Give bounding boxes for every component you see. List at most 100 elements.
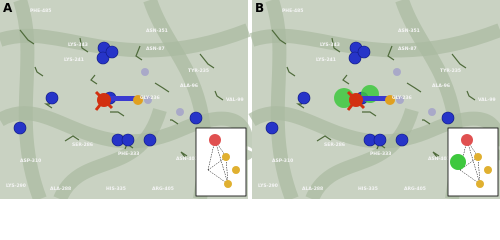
ion-sphere <box>396 96 404 104</box>
water-sphere <box>395 133 409 147</box>
residue-stick <box>154 82 170 93</box>
ligand-bond <box>346 99 358 111</box>
residue-label: LYS-343 <box>68 42 88 48</box>
residue-stick <box>342 74 350 85</box>
ligand-bond <box>94 90 106 102</box>
residue-label: SER-286 <box>72 142 93 148</box>
inset <box>447 127 499 197</box>
water-sphere <box>297 91 311 105</box>
panel: PHE-485 LYS-343 LYS-241 ASN-351 ASN-87 TYR-23… <box>0 0 255 199</box>
residue-label: VAL-99 <box>478 97 496 103</box>
residue-label: HIS-335 <box>358 186 378 192</box>
panel-letter: B <box>255 1 264 15</box>
ribbon <box>265 0 299 199</box>
residue-stick <box>180 151 188 158</box>
residue-stick <box>406 82 422 93</box>
residue-label: ASP-310 <box>272 158 293 164</box>
residue-stick <box>331 37 341 53</box>
residue-label: ASN-403 <box>176 156 198 162</box>
ion-sphere <box>144 96 152 104</box>
residue-stick <box>44 103 53 109</box>
inset-link <box>466 139 481 185</box>
residue-label: ASP-310 <box>20 158 41 164</box>
residue-label: ALA-288 <box>50 186 71 192</box>
ribbon <box>13 0 47 199</box>
ligand-bond <box>346 90 358 102</box>
residue-stick <box>64 135 80 142</box>
inset-red <box>209 134 221 146</box>
residue-label: HIS-335 <box>106 186 126 192</box>
inset-link <box>459 169 481 185</box>
inset-gold <box>224 180 232 188</box>
inset-red <box>461 134 473 146</box>
residue-label: LYS-343 <box>320 42 340 48</box>
ribbon <box>0 106 255 161</box>
residue-label: PHE-485 <box>30 8 51 14</box>
ligand-bond <box>94 99 106 111</box>
water-sphere <box>143 133 157 147</box>
residue-label: ASN-351 <box>398 28 420 34</box>
residue-stick <box>466 90 476 101</box>
residue-stick <box>79 37 89 53</box>
inset-link <box>225 156 229 185</box>
residue-stick <box>199 53 215 69</box>
water-sphere <box>348 51 362 65</box>
ligand-bar <box>360 96 394 101</box>
residue-label: SER-286 <box>324 142 345 148</box>
residue-label: ARG-405 <box>152 186 174 192</box>
residue-label: LYS-241 <box>316 57 336 63</box>
residue-label: ALA-288 <box>302 186 323 192</box>
inset-box <box>195 127 247 197</box>
residue-label: GLY-236 <box>392 95 412 101</box>
residue-stick <box>432 151 440 158</box>
inset-link <box>477 156 481 185</box>
ligand-atom <box>133 95 143 105</box>
inset-gold <box>474 153 482 161</box>
residue-stick <box>271 29 287 45</box>
residue-label: TYR-235 <box>440 68 461 74</box>
residue-label: ASN-351 <box>146 28 168 34</box>
residue-label: PHE-333 <box>370 151 391 157</box>
ion-sphere <box>428 108 436 116</box>
water-sphere <box>45 91 59 105</box>
ligand-bond <box>354 98 366 110</box>
water-sphere <box>373 133 387 147</box>
residue-label: ALA-96 <box>180 83 198 89</box>
residue-label: ALA-96 <box>432 83 450 89</box>
residue-stick <box>34 66 44 77</box>
inset-gold <box>222 153 230 161</box>
residue-stick <box>316 135 332 142</box>
inset-link <box>207 169 229 185</box>
ribbon <box>305 107 419 199</box>
residue-stick <box>387 45 395 61</box>
residue-label: LYS-241 <box>64 57 84 63</box>
residue-label: ASN-403 <box>428 156 450 162</box>
residue-label: PHE-333 <box>118 151 139 157</box>
residue-stick <box>214 90 224 101</box>
inset-green <box>450 154 466 170</box>
water-sphere <box>357 45 371 59</box>
water-sphere <box>265 121 279 135</box>
inset-gold <box>476 180 484 188</box>
water-sphere <box>121 133 135 147</box>
inset-link <box>214 139 229 185</box>
residue-label: ARG-405 <box>404 186 426 192</box>
ion-sphere <box>176 108 184 116</box>
residue-stick <box>19 29 35 45</box>
inset-gold <box>484 166 492 174</box>
water-sphere <box>96 51 110 65</box>
panel-letter: A <box>3 1 13 15</box>
water-sphere <box>13 121 27 135</box>
residue-stick <box>362 111 377 117</box>
ligand-bond <box>102 98 114 110</box>
ribbon <box>53 107 167 199</box>
ligand-bar <box>108 96 142 101</box>
residue-label: ASN-87 <box>398 46 417 52</box>
residue-label: PHE-485 <box>282 8 303 14</box>
residue-stick <box>422 119 431 125</box>
residue-stick <box>451 53 467 69</box>
residue-label: TYR-235 <box>188 68 209 74</box>
water-sphere <box>189 111 203 125</box>
ribbon <box>248 106 500 161</box>
residue-label: ASN-87 <box>146 46 165 52</box>
